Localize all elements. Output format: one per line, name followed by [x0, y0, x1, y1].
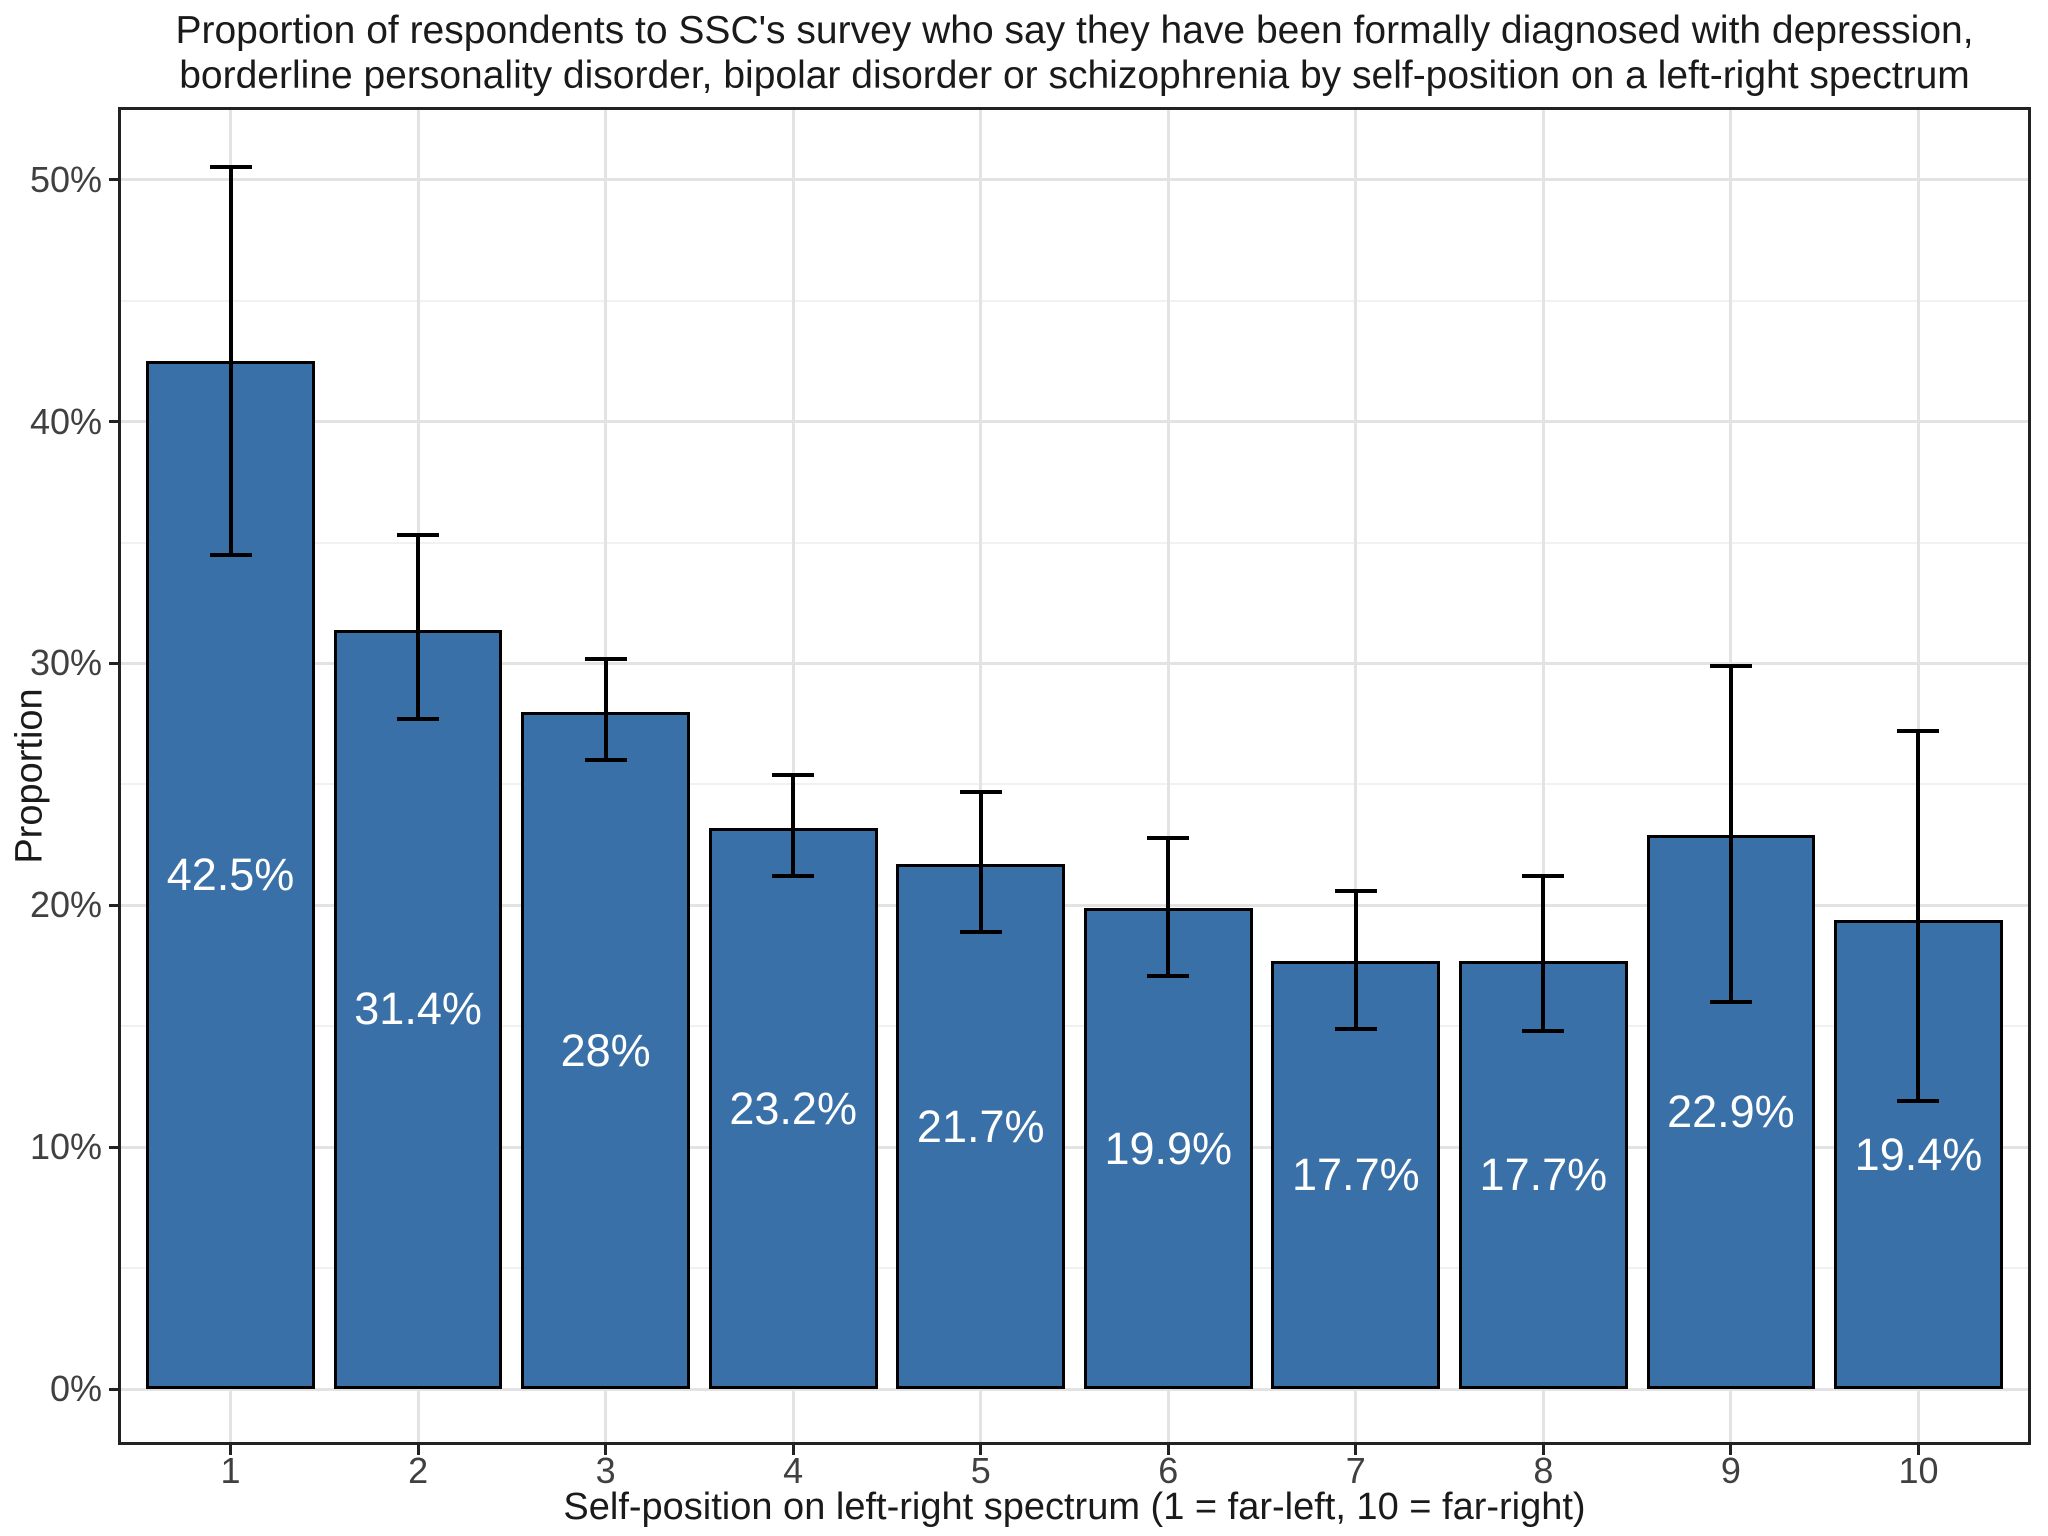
x-axis-tick [604, 1445, 608, 1455]
error-bar-cap-bottom [772, 874, 815, 879]
error-bar-cap-top [1897, 729, 1940, 734]
error-bar-cap-top [959, 789, 1002, 794]
error-bar-whisker [1728, 665, 1733, 1003]
gridline-horizontal-major [118, 1145, 2031, 1149]
x-axis-tick [1729, 1445, 1733, 1455]
y-axis-tick-label: 50% [29, 158, 102, 200]
error-bar-whisker [978, 791, 983, 933]
gridline-vertical-major [1354, 107, 1358, 1445]
x-axis-tick-label: 5 [970, 1450, 991, 1491]
bar [896, 864, 1066, 1390]
bar-value-label: 19.4% [1854, 1128, 1983, 1180]
error-bar-whisker [228, 167, 233, 555]
bar [1271, 961, 1441, 1390]
bar-value-label: 17.7% [1479, 1149, 1608, 1201]
gridline-horizontal-major [118, 178, 2031, 182]
error-bar-cap-bottom [584, 758, 627, 763]
y-axis-tick [109, 903, 118, 907]
bar-value-label: 42.5% [166, 849, 295, 901]
error-bar-whisker [416, 535, 421, 720]
gridline-horizontal-minor [118, 1267, 2031, 1270]
y-axis-tick-label: 40% [29, 400, 102, 442]
x-axis-tick-label: 4 [783, 1450, 804, 1491]
error-bar-whisker [1916, 731, 1921, 1102]
x-axis-tick [1916, 1445, 1920, 1455]
gridline-horizontal-minor [118, 541, 2031, 544]
x-axis-tick-label: 3 [595, 1450, 616, 1491]
bar-value-label: 19.9% [1104, 1122, 1233, 1174]
error-bar-whisker [1541, 876, 1546, 1032]
error-bar-cap-top [1522, 874, 1565, 879]
chart-title: Proportion of respondents to SSC's surve… [118, 8, 2031, 98]
x-axis-tick-label: 2 [408, 1450, 429, 1491]
bar [333, 629, 503, 1390]
x-axis-tick [791, 1445, 795, 1455]
error-bar-cap-bottom [209, 552, 252, 557]
gridline-horizontal-major [118, 903, 2031, 907]
gridline-horizontal-major [118, 1387, 2031, 1391]
error-bar-cap-bottom [397, 717, 440, 722]
gridline-vertical-major [1166, 107, 1170, 1445]
error-bar-cap-bottom [1334, 1026, 1377, 1031]
x-axis-tick-label: 8 [1533, 1450, 1554, 1491]
y-axis-tick-label: 20% [29, 884, 102, 926]
x-axis-tick [979, 1445, 983, 1455]
x-axis-title: Self-position on left-right spectrum (1 … [563, 1486, 1586, 1528]
y-axis-tick-label: 0% [49, 1368, 102, 1410]
y-axis-tick-label: 30% [29, 642, 102, 684]
chart-title-line-1: Proportion of respondents to SSC's surve… [175, 9, 1974, 52]
error-bar-cap-top [772, 772, 815, 777]
gridline-vertical-major [1541, 107, 1545, 1445]
x-axis-tick [1541, 1445, 1545, 1455]
y-axis-tick [109, 661, 118, 665]
error-bar-cap-bottom [959, 930, 1002, 935]
y-axis-title: Proportion [8, 688, 51, 864]
gridline-horizontal-major [118, 420, 2031, 424]
y-axis-tick [109, 178, 118, 182]
chart-title-line-2: borderline personality disorder, bipolar… [179, 54, 1970, 97]
x-axis-tick-label: 9 [1720, 1450, 1741, 1491]
bar-value-label: 23.2% [729, 1082, 857, 1134]
error-bar-cap-bottom [1897, 1099, 1940, 1104]
plot-panel: 42.5% 31.4% 28% 23.2% 21.7% 19.9% 17.7% 17.7% 22… [118, 107, 2031, 1445]
bar [1646, 835, 1816, 1390]
bar-value-label: 22.9% [1667, 1086, 1795, 1138]
y-axis-tick [109, 1387, 118, 1391]
gridline-horizontal-major [118, 661, 2031, 665]
bar-value-label: 21.7% [916, 1100, 1045, 1152]
error-bar-cap-top [1334, 888, 1377, 893]
error-bar-cap-top [1709, 663, 1752, 668]
error-bar-whisker [1166, 837, 1171, 976]
y-axis-tick-label: 10% [29, 1126, 102, 1168]
error-bar-whisker [603, 658, 608, 761]
error-bar-cap-top [209, 165, 252, 170]
y-axis-tick [109, 1145, 118, 1149]
error-bar-cap-bottom [1147, 973, 1190, 978]
gridline-horizontal-minor [118, 1025, 2031, 1028]
x-axis-tick-label: 6 [1158, 1450, 1179, 1491]
gridline-horizontal-minor [118, 299, 2031, 302]
error-bar-cap-top [1147, 835, 1190, 840]
x-axis-tick-label: 10 [1898, 1450, 1939, 1491]
y-axis-tick [109, 420, 118, 424]
x-axis-tick [1354, 1445, 1358, 1455]
error-bar-whisker [1353, 890, 1358, 1029]
gridline-vertical-major [979, 107, 983, 1445]
x-axis-tick-label: 7 [1345, 1450, 1366, 1491]
error-bar-cap-bottom [1709, 1000, 1752, 1005]
x-axis-tick [229, 1445, 233, 1455]
bar-value-label: 17.7% [1292, 1149, 1420, 1201]
bar-value-label: 28% [560, 1024, 651, 1076]
bar-value-label: 31.4% [354, 983, 482, 1035]
gridline-horizontal-minor [118, 783, 2031, 786]
x-axis-tick-label: 1 [220, 1450, 241, 1491]
error-bar-cap-bottom [1522, 1029, 1565, 1034]
x-axis-tick [1166, 1445, 1170, 1455]
x-axis-tick [416, 1445, 420, 1455]
error-bar-whisker [791, 774, 796, 877]
error-bar-cap-top [584, 656, 627, 661]
error-bar-cap-top [397, 533, 440, 538]
